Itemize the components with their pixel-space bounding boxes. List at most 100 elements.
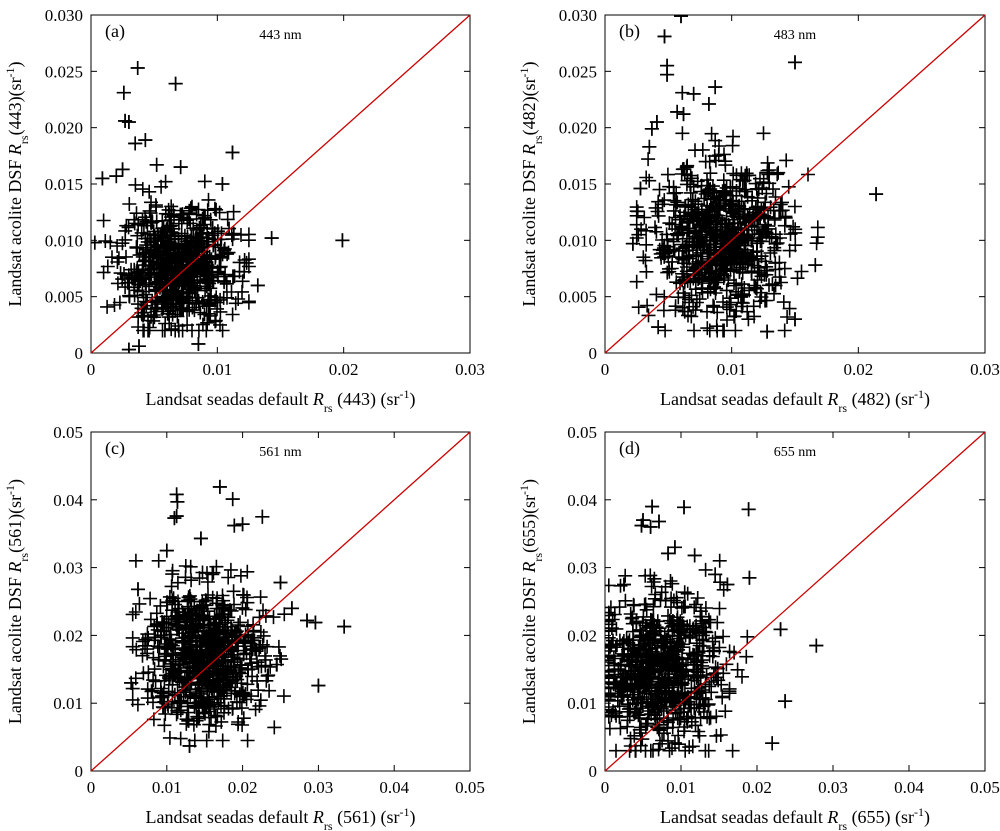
x-tick-label: 0.01 bbox=[717, 360, 747, 379]
scatter-point bbox=[661, 546, 676, 561]
y-axis-label-end: ) bbox=[5, 479, 26, 485]
wavelength-label: 483 nm bbox=[774, 28, 817, 43]
scatter-point bbox=[215, 177, 230, 191]
y-tick-label: 0.015 bbox=[559, 175, 597, 194]
y-tick-label: 0.030 bbox=[45, 6, 83, 25]
scatter-point bbox=[170, 494, 185, 509]
x-axis-label-end: ) bbox=[410, 807, 416, 828]
x-tick-label: 0.01 bbox=[666, 778, 696, 797]
x-axis-label-var: R bbox=[826, 389, 838, 409]
x-axis-label-after: (655) (sr bbox=[847, 807, 914, 828]
scatter-point bbox=[116, 85, 131, 100]
y-axis-label-var: R bbox=[519, 144, 539, 156]
scatter-markers bbox=[91, 61, 350, 353]
one-to-one-line bbox=[90, 14, 471, 354]
x-axis-label-after: (443) (sr bbox=[333, 389, 400, 410]
x-tick-label: 0.02 bbox=[228, 778, 258, 797]
x-axis-label: Landsat seadas default Rrs (655) (sr-1) bbox=[660, 805, 930, 831]
panel-tag: (c) bbox=[105, 438, 125, 459]
x-axis-label-sup: -1 bbox=[400, 387, 410, 401]
y-axis-label-main: Landsat acolite DSF bbox=[5, 155, 25, 306]
y-axis-label-var: R bbox=[5, 144, 25, 156]
scatter-point bbox=[742, 570, 757, 585]
scatter-point bbox=[91, 235, 102, 250]
y-axis-label-after: (655)(sr bbox=[519, 495, 540, 553]
x-tick-label: 0.03 bbox=[455, 360, 485, 379]
scatter-point bbox=[677, 500, 692, 515]
x-tick-label: 0.02 bbox=[843, 360, 873, 379]
scatter-point bbox=[227, 518, 242, 533]
x-axis-label-end: ) bbox=[924, 807, 930, 828]
scatter-point bbox=[651, 514, 666, 529]
scatter-point bbox=[686, 86, 701, 101]
x-tick-label: 0.02 bbox=[329, 360, 359, 379]
scatter-point bbox=[720, 577, 735, 592]
y-axis-label-end: ) bbox=[519, 61, 540, 67]
x-axis-label-main: Landsat seadas default bbox=[145, 807, 312, 827]
x-axis-label: Landsat seadas default Rrs (561) (sr-1) bbox=[145, 805, 415, 831]
x-tick-label: 0 bbox=[601, 360, 610, 379]
scatter-point bbox=[741, 502, 756, 517]
data-points bbox=[625, 15, 884, 339]
scatter-point bbox=[708, 567, 723, 582]
scatter-point bbox=[212, 479, 227, 494]
scatter-point bbox=[235, 517, 250, 532]
scatter-point bbox=[173, 160, 188, 175]
x-tick-label: 0.04 bbox=[379, 778, 409, 797]
scatter-point bbox=[311, 678, 326, 693]
y-tick-label: 0.010 bbox=[45, 231, 83, 250]
scatter-point bbox=[788, 312, 802, 327]
panel-tag: (a) bbox=[105, 21, 125, 42]
scatter-point bbox=[124, 675, 139, 690]
x-tick-label: 0.03 bbox=[970, 360, 1000, 379]
x-tick-label: 0.03 bbox=[304, 778, 334, 797]
y-axis-label-var: R bbox=[519, 562, 539, 574]
wavelength-label: 655 nm bbox=[774, 445, 817, 460]
y-axis-label-main: Landsat acolite DSF bbox=[519, 155, 539, 306]
y-axis-label-main: Landsat acolite DSF bbox=[519, 573, 539, 724]
scatter-point bbox=[687, 548, 702, 563]
scatter-point bbox=[121, 342, 136, 353]
y-tick-label: 0.01 bbox=[567, 694, 597, 713]
x-axis-label-main: Landsat seadas default bbox=[145, 389, 312, 409]
y-tick-label: 0.030 bbox=[559, 6, 597, 25]
scatter-panel-3: 0 0.01 0.02 0.03 0.04 0.05 0 0.01 0.02 0.03 0.04 0.… bbox=[3, 423, 485, 831]
y-tick-label: 0.015 bbox=[45, 175, 83, 194]
scatter-point bbox=[273, 575, 288, 590]
x-axis-label-var: R bbox=[826, 807, 838, 827]
scatter-point bbox=[660, 67, 675, 82]
scatter-point bbox=[121, 115, 136, 130]
x-axis-label-var: R bbox=[312, 807, 324, 827]
y-tick-label: 0.025 bbox=[559, 62, 597, 81]
scatter-panel-2: 0 0.01 0.02 0.0300.0050.0100.0150.0200.0250… bbox=[517, 6, 1000, 415]
y-axis-label-after: (443)(sr bbox=[5, 77, 26, 135]
y-axis-label: Landsat acolite DSF Rrs(482)(sr-1) bbox=[517, 61, 545, 306]
x-axis-label-end: ) bbox=[410, 389, 416, 410]
x-tick-label: 0.02 bbox=[742, 778, 772, 797]
scatter-point bbox=[255, 509, 270, 524]
x-axis-label-sub: rs bbox=[838, 819, 847, 831]
x-tick-label: 0 bbox=[87, 778, 96, 797]
y-axis-label-after: (482)(sr bbox=[519, 77, 540, 135]
y-tick-label: 0 bbox=[75, 762, 84, 781]
scatter-point bbox=[628, 743, 643, 758]
one-to-one-line bbox=[604, 14, 986, 354]
scatter-point bbox=[808, 258, 823, 273]
x-tick-label: 0.01 bbox=[202, 360, 232, 379]
y-axis-label-main: Landsat acolite DSF bbox=[5, 573, 25, 724]
y-tick-label: 0.01 bbox=[53, 694, 83, 713]
scatter-point bbox=[132, 339, 147, 353]
x-tick-label: 0.05 bbox=[455, 778, 485, 797]
y-tick-label: 0.04 bbox=[53, 491, 83, 510]
scatter-point bbox=[778, 694, 793, 709]
x-axis-label: Landsat seadas default Rrs (443) (sr-1) bbox=[145, 387, 415, 415]
x-axis-label-var: R bbox=[312, 389, 324, 409]
y-axis-label-sup: -1 bbox=[3, 485, 17, 495]
y-axis-label-end: ) bbox=[5, 61, 26, 67]
scatter-point bbox=[159, 543, 174, 558]
scatter-point bbox=[167, 511, 182, 526]
scatter-panel-1: 0 0.01 0.02 0.0300.0050.0100.0150.0200.0250… bbox=[3, 6, 485, 415]
y-axis-label-after: (561)(sr bbox=[5, 495, 26, 553]
plot-frame bbox=[90, 431, 471, 772]
